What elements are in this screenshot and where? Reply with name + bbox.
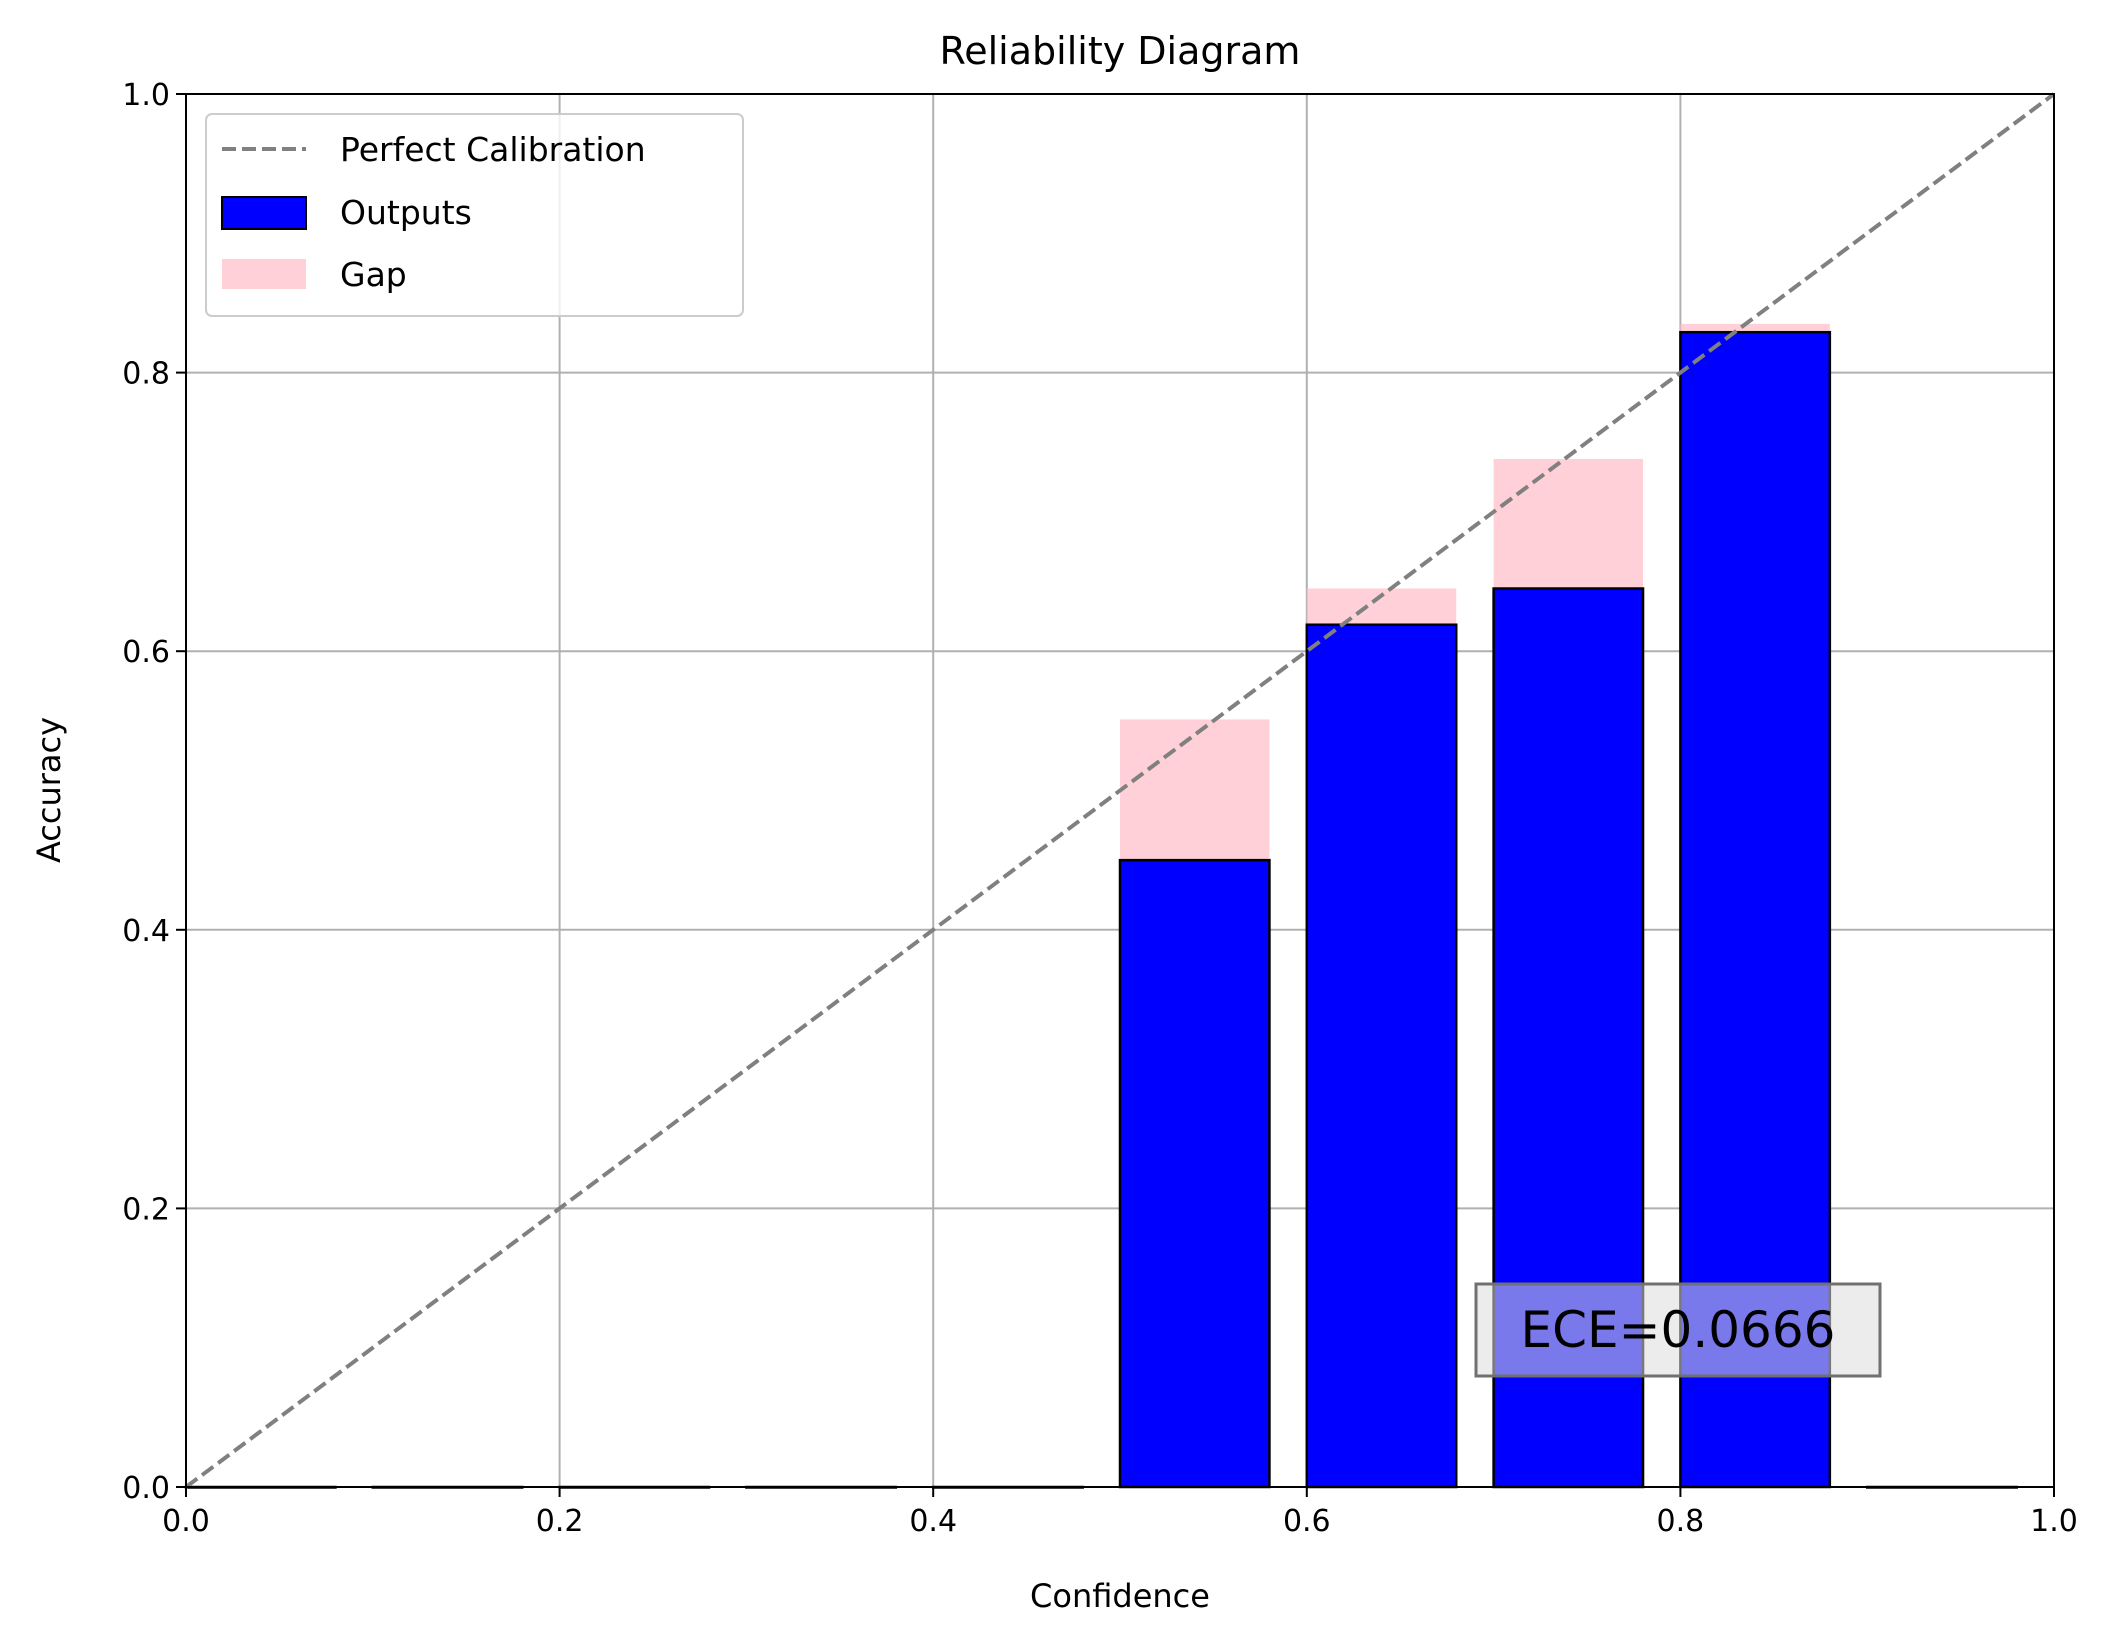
output-bar-5 [1118,858,1271,1489]
output-bar-6 [1305,623,1458,1489]
legend-swatch-outputs [221,196,307,230]
ticks: 0.0 0.2 0.4 0.6 0.8 1.0 0.0 0.2 0.4 0.6 0.8 1.0 [122,78,2078,1539]
chart-title: Reliability Diagram [940,29,1301,73]
y-tick-label-0: 0.0 [122,1471,170,1506]
x-tick-label-0: 0.0 [162,1504,210,1539]
y-tick-label-4: 0.8 [122,357,170,392]
x-tick-label-2: 0.4 [909,1504,957,1539]
legend-label-gap: Gap [340,255,407,294]
y-axis-label: Accuracy [30,717,68,863]
y-tick-label-5: 1.0 [122,78,170,113]
diagonal-layer [184,92,2056,1489]
gap-bar-8 [1680,323,1830,333]
legend: Perfect Calibration Outputs Gap [205,113,744,317]
y-tick-label-3: 0.6 [122,635,170,670]
ece-annotation: ECE=0.0666 [1474,1282,1882,1378]
gap-bar-5 [1120,719,1270,861]
y-tick-label-1: 0.2 [122,1192,170,1227]
x-tick-label-1: 0.2 [536,1504,584,1539]
perfect-calibration-line [184,92,2056,1489]
x-tick-label-3: 0.6 [1283,1504,1331,1539]
gap-bar-7 [1493,458,1644,589]
x-tick-label-5: 1.0 [2030,1504,2078,1539]
legend-box [205,113,744,317]
ece-annotation-text: ECE=0.0666 [1521,1301,1836,1359]
ece-annotation-box [1474,1282,1882,1378]
x-axis-label: Confidence [1030,1577,1210,1615]
legend-label-perfect-calibration: Perfect Calibration [340,130,646,169]
y-tick-label-2: 0.4 [122,914,170,949]
legend-swatch-gap [222,259,306,289]
legend-label-outputs: Outputs [340,193,472,232]
x-tick-label-4: 0.8 [1657,1504,1705,1539]
plot-frame [185,93,2055,1488]
